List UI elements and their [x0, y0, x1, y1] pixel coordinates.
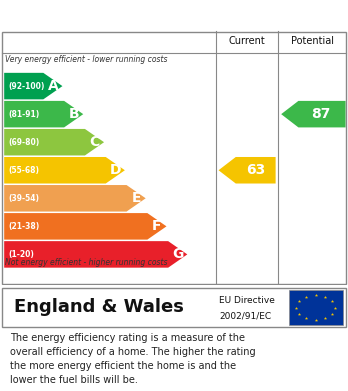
Text: EU Directive: EU Directive	[219, 296, 275, 305]
Text: (92-100): (92-100)	[8, 82, 45, 91]
Text: A: A	[47, 79, 58, 93]
Text: D: D	[110, 163, 121, 177]
Text: (69-80): (69-80)	[8, 138, 40, 147]
Polygon shape	[4, 185, 146, 212]
Text: (21-38): (21-38)	[8, 222, 40, 231]
Text: Energy Efficiency Rating: Energy Efficiency Rating	[10, 7, 220, 23]
Text: The energy efficiency rating is a measure of the
overall efficiency of a home. T: The energy efficiency rating is a measur…	[10, 333, 256, 385]
Text: Potential: Potential	[291, 36, 334, 47]
Text: 63: 63	[246, 163, 265, 177]
Polygon shape	[4, 129, 104, 156]
Polygon shape	[219, 157, 276, 183]
Text: 87: 87	[311, 107, 330, 121]
Text: Current: Current	[229, 36, 266, 47]
Text: Not energy efficient - higher running costs: Not energy efficient - higher running co…	[5, 258, 168, 267]
Text: England & Wales: England & Wales	[14, 298, 184, 316]
Polygon shape	[4, 73, 62, 99]
Text: G: G	[172, 248, 183, 262]
Bar	[2, 288, 346, 327]
Polygon shape	[281, 101, 346, 127]
Polygon shape	[4, 241, 187, 268]
Polygon shape	[4, 157, 125, 183]
Text: (55-68): (55-68)	[8, 166, 39, 175]
Text: B: B	[68, 107, 79, 121]
Text: C: C	[89, 135, 100, 149]
Text: F: F	[152, 219, 162, 233]
Text: (1-20): (1-20)	[8, 250, 34, 259]
Polygon shape	[4, 101, 83, 127]
Text: Very energy efficient - lower running costs: Very energy efficient - lower running co…	[5, 56, 168, 65]
Text: (81-91): (81-91)	[8, 109, 40, 118]
Polygon shape	[4, 213, 166, 240]
Text: E: E	[131, 191, 141, 205]
Bar	[289, 291, 343, 325]
Text: 2002/91/EC: 2002/91/EC	[219, 311, 271, 320]
Text: (39-54): (39-54)	[8, 194, 39, 203]
